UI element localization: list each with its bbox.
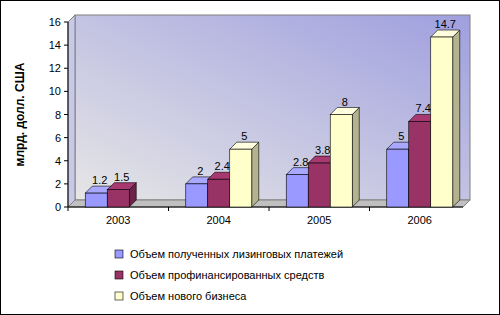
y-tick-label: 8 [55, 109, 61, 121]
bar-front [286, 175, 308, 207]
x-tick-label: 2005 [307, 214, 331, 226]
data-label: 5 [241, 130, 247, 142]
bar [230, 142, 259, 207]
x-tick [269, 207, 270, 211]
bar [330, 108, 359, 208]
bar-side [352, 108, 359, 208]
y-tick-label: 2 [55, 178, 61, 190]
y-tick-label: 10 [49, 85, 61, 97]
bars [85, 30, 460, 207]
y-tick [64, 114, 68, 115]
chart-frame [1, 1, 500, 315]
y-tick [64, 91, 68, 92]
y-tick-label: 4 [55, 155, 61, 167]
x-tick-label: 2004 [207, 214, 231, 226]
bar-front [308, 163, 330, 207]
data-label: 14.7 [435, 18, 456, 30]
data-label: 2.8 [293, 156, 308, 168]
data-label: 5 [398, 130, 404, 142]
y-tick [64, 160, 68, 161]
y-tick [64, 137, 68, 138]
bar-front [85, 193, 107, 207]
y-tick-label: 16 [49, 16, 61, 28]
x-tick-label: 2006 [408, 214, 432, 226]
bar-side [453, 30, 460, 207]
legend-swatch [115, 271, 123, 279]
bar-top [330, 108, 359, 115]
bar-front [107, 190, 129, 207]
legend-swatch [115, 250, 123, 258]
data-label: 2.4 [215, 160, 230, 172]
data-label: 1.5 [114, 171, 129, 183]
data-label: 2 [197, 165, 203, 177]
y-tick [64, 68, 68, 69]
bar [431, 30, 460, 207]
data-labels: 1.2 2 2.8 5 1.5 2.4 3.8 7.4 5 8 14.7 [92, 18, 456, 186]
y-tick-label: 6 [55, 132, 61, 144]
bar-front [186, 184, 208, 207]
legend-label: Объем профинансированных средств [130, 269, 325, 281]
data-label: 1.2 [92, 174, 107, 186]
legend-label: Объем нового бизнеса [130, 290, 247, 302]
y-tick-label: 12 [49, 62, 61, 74]
y-tick [64, 22, 68, 23]
x-tick [68, 207, 69, 211]
bar-front [208, 179, 230, 207]
y-tick [64, 45, 68, 46]
bar [107, 183, 136, 207]
x-tick [168, 207, 169, 211]
bar-front [431, 37, 453, 207]
bar-front [387, 149, 409, 207]
x-tick-label: 2003 [106, 214, 130, 226]
data-label: 3.8 [315, 144, 330, 156]
y-tick-label: 14 [49, 39, 61, 51]
bar-side [252, 142, 259, 207]
y-tick [64, 207, 68, 208]
bar-front [330, 115, 352, 208]
legend-swatch [115, 292, 123, 300]
data-label: 8 [342, 96, 348, 108]
bar-front [409, 121, 431, 207]
bar-top [431, 30, 460, 37]
y-tick-label: 0 [55, 201, 61, 213]
plot-side-wall [68, 15, 75, 207]
y-tick [64, 183, 68, 184]
bar-top [107, 183, 136, 190]
legend: Объем полученных лизинговых платежей Объе… [115, 248, 343, 302]
chart: 0 2 4 6 8 10 12 14 16 млрд. долл. США 2003 2004 2005… [0, 0, 500, 315]
bar-top [230, 142, 259, 149]
data-label: 7.4 [416, 102, 431, 114]
bar-front [230, 149, 252, 207]
legend-label: Объем полученных лизинговых платежей [130, 248, 343, 260]
x-tick [369, 207, 370, 211]
y-axis-title: млрд. долл. США [13, 62, 27, 166]
